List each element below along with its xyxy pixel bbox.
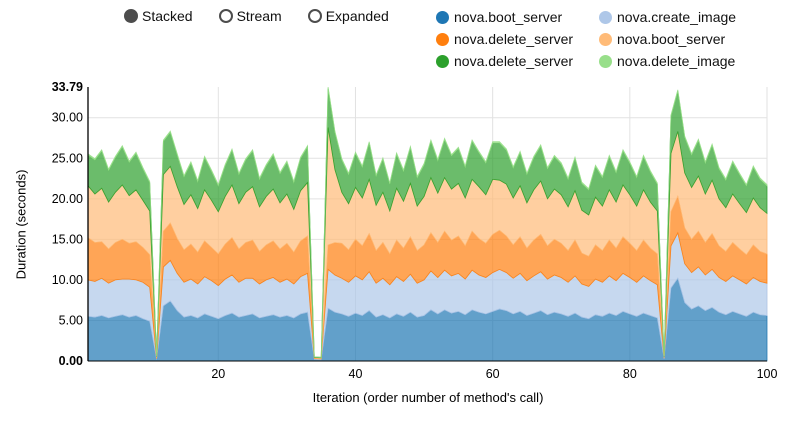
radio-expanded[interactable]: Expanded	[307, 8, 389, 24]
svg-text:20: 20	[211, 367, 225, 381]
series-legend: nova.boot_server nova.create_image nova.…	[436, 6, 736, 72]
radio-stream[interactable]: Stream	[218, 8, 282, 24]
legend-item-nova-delete-server[interactable]: nova.delete_server	[436, 31, 599, 47]
legend-swatch-icon	[436, 32, 449, 46]
legend-swatch-icon	[599, 10, 612, 24]
legend-item-nova-boot-server[interactable]: nova.boot_server	[436, 9, 599, 25]
legend-item-nova-create-image[interactable]: nova.create_image	[599, 9, 736, 25]
legend-item-nova-boot-server-2[interactable]: nova.boot_server	[599, 31, 736, 47]
svg-text:15.00: 15.00	[52, 232, 83, 246]
svg-text:20.00: 20.00	[52, 192, 83, 206]
svg-text:100: 100	[757, 367, 778, 381]
svg-text:40: 40	[349, 367, 363, 381]
radio-unselected-icon	[218, 9, 233, 23]
svg-text:80: 80	[623, 367, 637, 381]
legend-swatch-icon	[599, 54, 612, 68]
svg-text:25.00: 25.00	[52, 151, 83, 165]
radio-selected-icon	[124, 9, 138, 23]
svg-text:33.79: 33.79	[52, 80, 83, 94]
svg-text:60: 60	[486, 367, 500, 381]
svg-text:10.00: 10.00	[52, 273, 83, 287]
x-axis-title: Iteration (order number of method's call…	[312, 390, 544, 405]
chart-mode-controls: Stacked Stream Expanded	[124, 8, 389, 24]
legend-swatch-icon	[436, 54, 449, 68]
radio-stacked[interactable]: Stacked	[124, 8, 193, 24]
radio-stream-label: Stream	[236, 8, 282, 24]
radio-stacked-label: Stacked	[142, 8, 193, 24]
radio-expanded-label: Expanded	[325, 8, 389, 24]
radio-unselected-icon	[307, 9, 322, 23]
legend-swatch-icon	[599, 32, 612, 46]
svg-text:0.00: 0.00	[59, 354, 83, 368]
legend-item-nova-delete-image[interactable]: nova.delete_image	[599, 53, 736, 69]
legend-swatch-icon	[436, 10, 449, 24]
legend-item-nova-delete-server-2[interactable]: nova.delete_server	[436, 53, 599, 69]
svg-text:30.00: 30.00	[52, 111, 83, 125]
svg-text:5.00: 5.00	[59, 313, 83, 327]
